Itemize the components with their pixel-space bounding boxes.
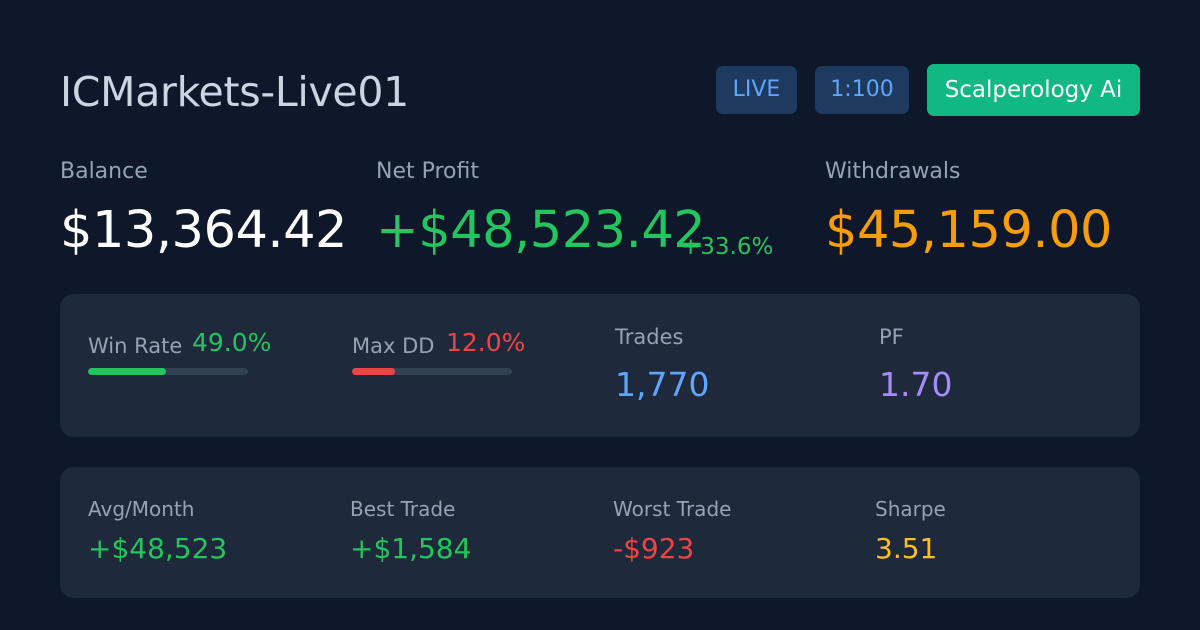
balance-label: Balance: [60, 159, 148, 184]
win-rate-bar: [88, 368, 248, 375]
net-profit-label: Net Profit: [376, 159, 479, 184]
details-panel: Avg/Month +$48,523 Best Trade +$1,584 Wo…: [60, 467, 1140, 598]
max-dd-value: 12.0%: [446, 328, 526, 357]
max-dd-label: Max DD: [352, 334, 435, 358]
net-profit-value: +$48,523.42: [376, 201, 706, 260]
worst-trade-value: -$923: [613, 532, 695, 565]
max-dd-bar-fill: [352, 368, 396, 375]
net-profit-percent: +33.6%: [681, 234, 774, 260]
best-trade-label: Best Trade: [350, 497, 456, 521]
win-rate-value: 49.0%: [192, 328, 272, 357]
leverage-badge: 1:100: [815, 66, 909, 114]
strategy-button[interactable]: Scalperology Ai: [927, 64, 1140, 116]
win-rate-label: Win Rate: [88, 334, 183, 358]
sharpe-label: Sharpe: [875, 497, 946, 521]
live-badge: LIVE: [716, 66, 797, 114]
win-rate-bar-fill: [88, 368, 167, 375]
pf-value: 1.70: [879, 365, 953, 404]
withdrawals-label: Withdrawals: [825, 159, 961, 184]
balance-value: $13,364.42: [60, 201, 348, 260]
metrics-panel: Win Rate 49.0% Max DD 12.0% Trades 1,770…: [60, 294, 1140, 437]
avg-month-label: Avg/Month: [88, 497, 195, 521]
max-dd-bar: [352, 368, 512, 375]
sharpe-value: 3.51: [875, 532, 938, 565]
withdrawals-value: $45,159.00: [825, 201, 1113, 260]
trades-label: Trades: [615, 325, 684, 349]
avg-month-value: +$48,523: [88, 532, 228, 565]
worst-trade-label: Worst Trade: [613, 497, 732, 521]
best-trade-value: +$1,584: [350, 532, 472, 565]
trades-value: 1,770: [615, 365, 710, 404]
pf-label: PF: [879, 325, 904, 349]
account-title: ICMarkets-Live01: [60, 68, 409, 116]
